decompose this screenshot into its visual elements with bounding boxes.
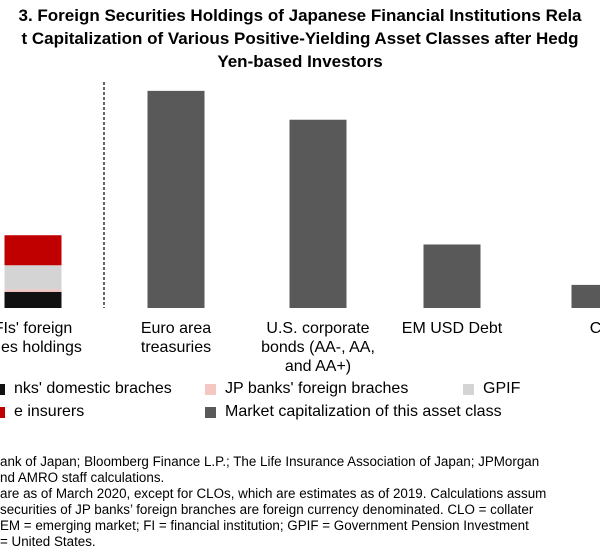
footnote-line-2: securities of JP banks’ foreign branches…: [0, 502, 534, 517]
legend-item-market-cap: Market capitalization of this asset clas…: [205, 403, 502, 421]
footnote-line-4: = United States.: [0, 534, 96, 549]
category-label-0-0: FIs' foreign: [0, 320, 72, 337]
category-label-3-0: EM USD Debt: [402, 320, 503, 337]
category-label-2-0: U.S. corporate: [266, 320, 369, 337]
category-label-1-0: Euro area: [141, 320, 211, 337]
legend-swatch-gpif: [463, 383, 474, 395]
legend-item-insurers: e insurers: [0, 403, 84, 421]
legend-swatch-foreign: [205, 383, 216, 395]
category-label-4-0: CL: [590, 320, 600, 337]
chart-title-line-2: t Capitalization of Various Positive-Yie…: [21, 29, 579, 48]
legend-swatch-market-cap: [205, 406, 216, 418]
legend-item-foreign: JP banks' foreign braches: [205, 380, 408, 398]
footnote-line-3: EM = emerging market; FI = financial ins…: [0, 518, 529, 533]
stacked-segment-1: [4, 289, 62, 292]
source-note-line-2: nd AMRO staff calculations.: [0, 470, 165, 485]
bar-market-cap-1: [147, 90, 205, 308]
stacked-segment-3: [4, 235, 62, 266]
legend-label-market-cap: Market capitalization of this asset clas…: [225, 403, 502, 420]
legend-label-gpif: GPIF: [483, 380, 521, 397]
legend-swatch-insurers: [0, 406, 5, 418]
footnote-line-1: are as of March 2020, except for CLOs, w…: [0, 486, 547, 501]
legend-item-gpif: GPIF: [463, 380, 520, 398]
stacked-segment-0: [4, 291, 62, 308]
chart-title-line-3: Yen-based Investors: [217, 52, 383, 71]
bar-market-cap-4: [571, 284, 600, 308]
category-label-0-1: rities holdings: [0, 339, 82, 356]
bar-chart: FIs' foreign rities holdings Euro area trea…: [0, 82, 600, 375]
chart-title-line-1: 3. Foreign Securities Holdings of Japane…: [18, 6, 582, 25]
legend-item-domestic: nks' domestic braches: [0, 380, 172, 398]
legend-label-insurers: e insurers: [14, 403, 85, 420]
stacked-segment-2: [4, 265, 62, 290]
legend-label-domestic: nks' domestic braches: [14, 380, 172, 397]
bar-market-cap-2: [289, 119, 347, 308]
source-note-line-1: ank of Japan; Bloomberg Finance L.P.; Th…: [0, 454, 540, 469]
category-label-1-1: treasuries: [141, 339, 211, 356]
category-label-2-1: bonds (AA-, AA,: [261, 339, 375, 356]
category-label-2-2: and AA+): [285, 358, 351, 375]
legend-label-foreign: JP banks' foreign braches: [225, 380, 409, 397]
bar-market-cap-3: [423, 244, 481, 308]
legend-swatch-domestic: [0, 383, 5, 395]
